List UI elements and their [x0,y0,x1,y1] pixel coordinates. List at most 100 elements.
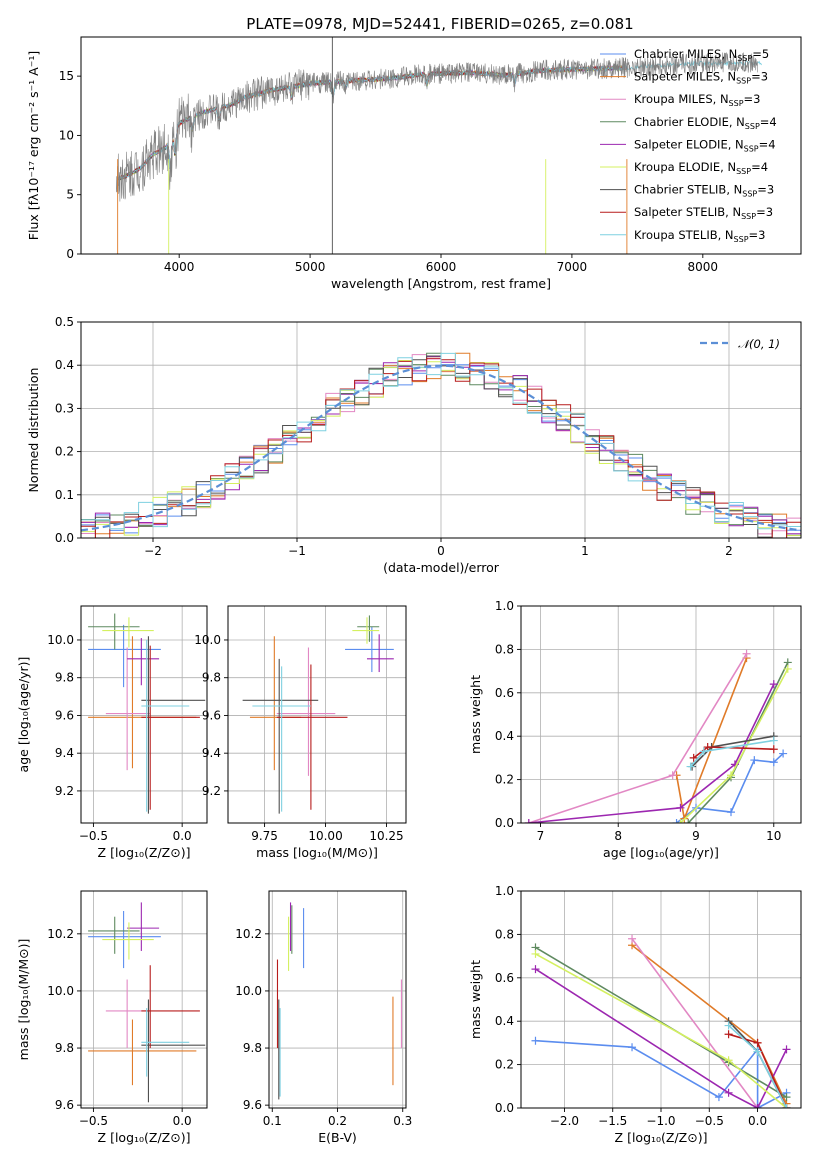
series-chabrier_miles [672,749,788,823]
legend-entry: Kroupa STELIB, NSSP=3 [634,228,765,244]
y-tick-label: 9.8 [55,671,74,685]
x-axis-label: age [log₁₀(age/yr)] [603,845,719,860]
series-point [724,1030,733,1039]
series-point [753,1038,762,1047]
series-kroupa_stelib [724,1021,791,1108]
panel-mass_vs_Z: −0.5 0.0 9.6 9.8 10.0 10.2 Z [log₁₀(Z/Z⊙)] mass… [16,890,208,1145]
panel-spectrum: Chabrier MILES, NSSP=5 Salpeter MILES, NS… [26,36,802,291]
errorbar-salpeter_elodie [127,638,160,686]
axes-frame-age_vs_Z [80,605,208,824]
y-tick-label: 0.8 [495,642,514,656]
series-point [531,1036,540,1045]
errorbar-salpeter_elodie [127,902,160,951]
y-tick-label: 9.8 [243,1041,262,1055]
y-tick-label: 9.8 [202,671,221,685]
axes-frame-weight_vs_age [520,605,802,824]
errorbar-chabrier_stelib [141,636,206,814]
series-point [686,762,695,771]
x-tick-label: 0.3 [393,1114,412,1128]
x-axis-label: Z [log₁₀(Z/Z⊙)] [98,1130,191,1145]
errorbar-chabrier_elodie [357,615,380,642]
series-point [782,1093,791,1102]
y-tick-label: 9.6 [202,708,221,722]
series-point [742,649,751,658]
y-tick-label: 0.2 [55,445,74,459]
spectrum-legend: Chabrier MILES, NSSP=5 Salpeter MILES, NS… [600,47,777,244]
errorbar-salpeter_stelib [276,664,348,810]
x-tick-label: 9.75 [251,829,278,843]
series-line [528,683,775,823]
y-tick-label: 9.6 [55,1098,74,1112]
errorbar-kroupa_elodie [102,617,154,648]
series-point [724,1021,733,1030]
y-tick-label: 0.2 [495,773,514,787]
axes-frame-mass_vs_Z [80,890,208,1109]
y-axis-label: mass weight [468,960,483,1039]
x-tick-label: 0.0 [173,1114,192,1128]
errorbar-salpeter_miles [88,1019,197,1086]
series-line [535,1039,787,1108]
series-point [684,819,693,823]
errorbar-chabrier_stelib [242,658,319,814]
x-tick-label: 0.2 [328,1114,347,1128]
series-line [689,739,774,768]
x-tick-label: −1.5 [598,1114,627,1128]
errorbar-salpeter_elodie [366,634,394,673]
y-tick-label: 0.8 [495,927,514,941]
errorbar-chabrier_miles [345,626,394,673]
series-point [724,1056,733,1065]
x-tick-label: 0 [437,544,445,558]
x-tick-label: 4000 [164,260,195,274]
panel-age_vs_mass: 9.75 10.00 10.25 9.2 9.4 9.6 9.8 10.0 mass [log₁… [194,605,407,860]
series-point [699,747,708,756]
series-point [753,1047,762,1056]
errorbar-salpeter_miles [88,636,197,769]
panel-weight_vs_age: 7 8 9 10 0.0 0.2 0.4 0.6 0.8 1.0 age [log₁₀(age/yr… [468,599,802,860]
series-kroupa_stelib [686,736,778,771]
series-line [631,938,759,1108]
y-tick-label: 0.2 [495,1058,514,1072]
series-point [531,949,540,958]
y-tick-label: 10.2 [47,927,74,941]
errorbar-chabrier_elodie [88,613,140,650]
y-tick-label: 10.0 [47,633,74,647]
series-salpeter_elodie [524,680,778,823]
errorbar-kroupa_miles [276,647,336,776]
panel-weight_vs_Z: −2.0 −1.5 −1.0 −0.5 0.0 0.0 0.2 0.4 0.6 0.8 1.0 Z [… [468,884,802,1145]
series-point [782,1045,791,1054]
series-point [769,745,778,754]
gaussian-legend-label: 𝒩(0, 1) [738,337,780,351]
series-point [628,1043,637,1052]
series-point [769,736,778,745]
y-tick-label: 9.4 [55,746,74,760]
figure-title: PLATE=0978, MJD=52441, FIBERID=0265, z=0… [246,15,633,33]
y-tick-label: 1.0 [495,884,514,898]
series-point [703,743,712,752]
x-tick-label: −0.5 [79,1114,108,1128]
plot-area-spectrum [116,37,762,254]
x-tick-label: 2 [725,544,733,558]
plot-area-residuals [81,352,801,538]
y-axis-label: mass weight [468,675,483,754]
series-point [628,934,637,943]
series-kroupa_elodie [676,664,792,823]
series-point [769,758,778,767]
series-point [724,1088,733,1097]
x-tick-label: 9 [692,829,700,843]
spectrum-data [116,52,758,202]
legend-entry: Chabrier ELODIE, NSSP=4 [634,115,777,131]
series-chabrier_miles [531,1036,791,1108]
errorbar-kroupa_elodie [102,922,154,960]
errorbar-kroupa_stelib [252,666,311,812]
y-tick-label: 0 [66,247,74,261]
x-tick-label: 8000 [688,260,719,274]
x-tick-label: −0.5 [695,1114,724,1128]
series-salpeter_stelib [689,743,778,762]
y-tick-label: 0.0 [495,816,514,830]
y-axis-label: Flux [fλ10⁻¹⁷ erg cm⁻² s⁻¹ A⁻¹] [26,51,41,240]
y-tick-label: 15 [59,69,74,83]
axes-frame-age_vs_mass [227,605,407,824]
y-tick-label: 10.2 [235,927,262,941]
y-tick-label: 0.0 [55,531,74,545]
